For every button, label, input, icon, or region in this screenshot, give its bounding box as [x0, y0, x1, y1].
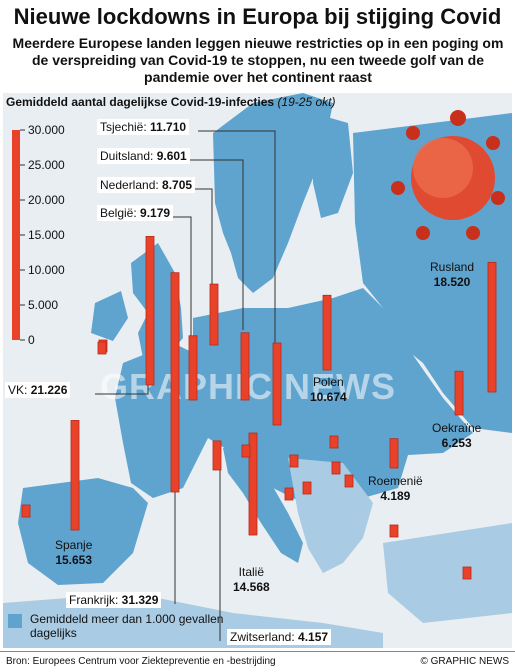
value-label-nederland: 8.705 — [162, 178, 193, 192]
country-name-italie: Italië — [238, 565, 265, 579]
country-name-oekraine: Oekraïne — [432, 421, 482, 435]
label-tsjechie: Tsjechië: 11.710 — [97, 119, 190, 135]
value-label-spanje: 15.653 — [55, 553, 93, 567]
country-name-nederland: Nederland: — [100, 178, 163, 192]
country-name-tsjechie: Tsjechië: — [100, 120, 151, 134]
label-vk: VK: 21.226 — [5, 382, 71, 398]
label-frankrijk: Frankrijk: 31.329 — [66, 592, 162, 608]
land-iberia — [18, 478, 148, 585]
value-label-italie: 14.568 — [233, 580, 270, 594]
watermark: GRAPHIC NEWS — [100, 366, 397, 407]
country-name-belgie: België: — [100, 206, 141, 220]
footer: Bron: Europees Centrum voor Ziektepreven… — [0, 651, 515, 672]
label-polen: Polen 10.674 — [310, 375, 347, 405]
legend-swatch — [8, 614, 22, 628]
country-name-roemenie: Roemenië — [368, 474, 423, 488]
label-spanje: Spanje 15.653 — [55, 538, 92, 568]
chart-heading: Gemiddeld aantal dagelijkse Covid-19-inf… — [6, 95, 335, 109]
label-belgie: België: 9.179 — [97, 205, 174, 221]
value-label-roemenie: 4.189 — [380, 489, 411, 503]
label-nederland: Nederland: 8.705 — [97, 177, 196, 193]
value-label-belgie: 9.179 — [140, 206, 171, 220]
virus-spike-1 — [450, 110, 466, 126]
legend-label: Gemiddeld meer dan 1.000 gevallen dageli… — [30, 612, 224, 640]
country-name-duitsland: Duitsland: — [100, 149, 157, 163]
virus-spike-4 — [466, 226, 480, 240]
land-ireland — [91, 291, 128, 341]
virus-spike-6 — [391, 181, 405, 195]
value-label-oekraine: 6.253 — [441, 436, 472, 450]
virus-spike-2 — [486, 136, 500, 150]
label-roemenie: Roemenië 4.189 — [368, 474, 423, 504]
chart-subtitle: Meerdere Europese landen leggen nieuwe r… — [12, 35, 504, 85]
label-zwitserland: Zwitserland: 4.157 — [227, 629, 332, 645]
virus-spike-3 — [491, 191, 505, 205]
country-name-vk: VK: — [8, 383, 31, 397]
credit: © GRAPHIC NEWS — [420, 656, 510, 667]
land-finland — [313, 113, 353, 218]
country-name-rusland: Rusland — [430, 260, 475, 274]
land-turkey — [383, 523, 512, 623]
chart-heading-period: (19-25 okt) — [277, 95, 336, 109]
country-name-polen: Polen — [313, 375, 344, 389]
virus-illustration — [391, 110, 505, 240]
virus-shading — [413, 138, 473, 198]
label-duitsland: Duitsland: 9.601 — [97, 148, 190, 164]
chart-heading-label: Gemiddeld aantal dagelijkse Covid-19-inf… — [6, 95, 275, 109]
country-name-zwitserland: Zwitserland: — [230, 630, 299, 644]
virus-spike-7 — [406, 126, 420, 140]
label-oekraine: Oekraïne 6.253 — [432, 421, 481, 451]
label-italie: Italië 14.568 — [233, 565, 270, 595]
value-label-duitsland: 9.601 — [156, 149, 187, 163]
country-name-spanje: Spanje — [55, 538, 93, 552]
value-label-polen: 10.674 — [310, 390, 347, 404]
chart-title: Nieuwe lockdowns in Europa bij stijging … — [13, 4, 502, 29]
value-label-frankrijk: 31.329 — [121, 593, 159, 607]
label-rusland: Rusland 18.520 — [430, 260, 474, 290]
source-note: Bron: Europees Centrum voor Ziektepreven… — [6, 656, 276, 667]
value-label-zwitserland: 4.157 — [298, 630, 329, 644]
value-label-tsjechie: 11.710 — [150, 120, 187, 134]
virus-spike-5 — [416, 226, 430, 240]
value-label-rusland: 18.520 — [433, 275, 471, 289]
country-name-frankrijk: Frankrijk: — [69, 593, 122, 607]
land-france — [115, 343, 208, 498]
land-great-britain — [131, 243, 183, 358]
value-label-vk: 21.226 — [30, 383, 68, 397]
land-italy — [223, 443, 303, 563]
